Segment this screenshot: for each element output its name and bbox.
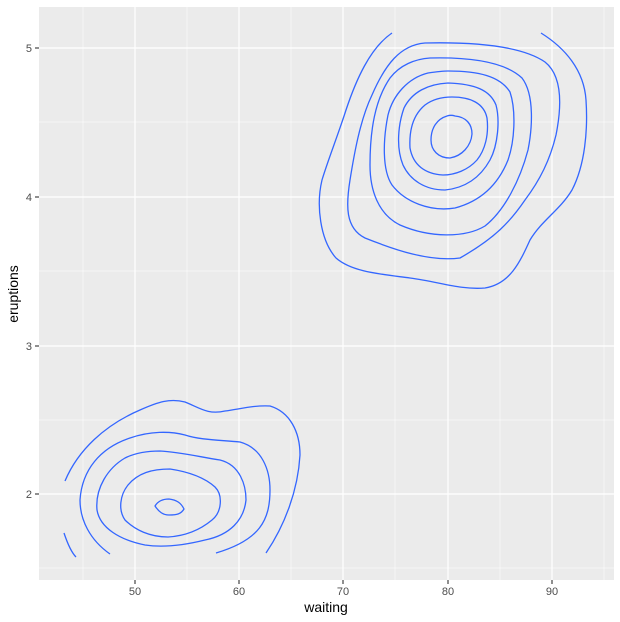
x-axis: 50 60 70 80 90 waiting	[129, 580, 558, 615]
y-axis: 5 4 3 2 eruptions	[5, 43, 39, 501]
x-axis-title: waiting	[303, 599, 348, 615]
lower-contour-2	[79, 431, 271, 555]
major-gridlines	[39, 7, 614, 580]
x-tick-label-60: 60	[233, 586, 245, 598]
upper-contour-3	[369, 57, 533, 236]
lower-cluster-contours	[63, 399, 301, 558]
upper-contour-5	[397, 82, 499, 191]
upper-contour-6	[409, 96, 489, 176]
lower-contour-3	[96, 450, 247, 547]
y-tick-label-5: 5	[26, 43, 32, 55]
lower-contour-1	[64, 399, 301, 554]
lower-contour-5	[154, 498, 185, 516]
y-tick-label-4: 4	[26, 192, 32, 204]
upper-contour-4	[383, 70, 515, 210]
y-axis-title: eruptions	[5, 265, 21, 323]
x-tick-label-80: 80	[442, 586, 454, 598]
x-tick-label-50: 50	[129, 586, 141, 598]
y-tick-label-3: 3	[26, 341, 32, 353]
lower-contour-4	[120, 468, 221, 538]
x-tick-label-70: 70	[337, 586, 349, 598]
y-tick-label-2: 2	[26, 489, 32, 501]
upper-contour-1	[318, 32, 588, 289]
upper-contour-7	[430, 114, 473, 159]
x-tick-label-90: 90	[546, 586, 558, 598]
upper-cluster-contours	[318, 32, 588, 289]
upper-contour-2	[347, 42, 561, 260]
lower-contour-1b	[63, 532, 77, 558]
